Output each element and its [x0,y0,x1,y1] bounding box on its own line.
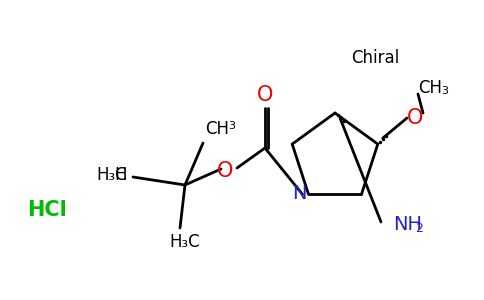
Text: 3: 3 [441,86,448,96]
Text: O: O [407,108,423,128]
Text: N: N [292,184,307,203]
Text: O: O [217,161,233,181]
Text: Chiral: Chiral [351,49,399,67]
Text: NH: NH [393,215,422,235]
Text: H₃C: H₃C [170,233,200,251]
Text: H₃C: H₃C [96,166,127,184]
Text: 2: 2 [415,221,423,235]
Text: H: H [115,166,127,184]
Text: 3: 3 [228,121,235,131]
Text: O: O [257,85,273,105]
Text: CH: CH [205,120,229,138]
Text: CH: CH [418,79,442,97]
Text: HCl: HCl [27,200,67,220]
